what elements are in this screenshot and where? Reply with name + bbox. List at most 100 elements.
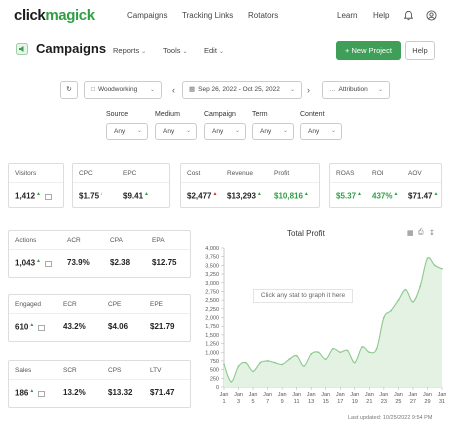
stat-label-cps: CPS <box>108 367 122 374</box>
profit-data-point <box>368 351 371 354</box>
details-icon[interactable] <box>38 390 46 397</box>
visitors-value-text: 1,412 <box>15 191 36 201</box>
nav-rotators[interactable]: Rotators <box>248 11 279 20</box>
profit-data-point <box>375 347 378 350</box>
profit-data-point <box>252 370 254 373</box>
profit-data-point <box>397 299 400 302</box>
stat-value-actions: 1,043▲ <box>15 258 52 268</box>
chevron-down-icon: ⌄ <box>234 128 240 134</box>
stat-card-sales[interactable]: Sales SCR CPS LTV 186▲ 13.2% $13.32 $71.… <box>8 360 191 408</box>
card-header <box>73 164 169 183</box>
chevron-down-icon: ⌄ <box>330 128 336 134</box>
stat-value-cpa: $2.38 <box>110 258 131 267</box>
y-tick-label: 1,500 <box>205 333 219 339</box>
x-tick-label-month: Jan <box>408 392 417 398</box>
chevron-down-icon: ⌄ <box>141 49 147 55</box>
total-profit-chart: 0 250 500 750 1,000 1,250 1,500 1,750 2,000 2,250… <box>205 246 446 405</box>
megaphone-icon <box>16 43 28 55</box>
refresh-button[interactable]: ↻ <box>60 81 78 99</box>
x-tick-label-month: Jan <box>394 392 403 398</box>
next-range-arrow[interactable]: › <box>307 85 310 95</box>
cpc-value-text: $1.75 <box>79 191 100 201</box>
sales-value-text: 186 <box>15 388 29 398</box>
bar-chart-icon: … <box>329 86 336 93</box>
help-button[interactable]: Help <box>405 41 435 60</box>
x-tick-label-day: 19 <box>352 399 358 405</box>
stat-value-cpe: $4.06 <box>108 322 129 331</box>
stat-card-cpc-epc[interactable]: CPC EPC $1.75↓ $9.41▲ <box>72 163 170 208</box>
attribution-value: Attribution <box>338 86 368 93</box>
filter-select-campaign[interactable]: Any ⌄ <box>204 123 246 140</box>
filter-select-term[interactable]: Any ⌄ <box>252 123 294 140</box>
clickmagick-logo[interactable]: clickmagick <box>14 7 95 24</box>
edit-menu-label: Edit <box>204 46 217 55</box>
stat-card-engaged[interactable]: Engaged ECR CPE EPE 610▲ 43.2% $4.06 $21… <box>8 294 191 342</box>
stat-card-actions[interactable]: Actions ACR CPA EPA 1,043▲ 73.9% $2.38 $… <box>8 230 191 278</box>
profit-data-point <box>288 358 291 361</box>
stat-value-cost: $2,477▲ <box>187 191 217 201</box>
edit-menu[interactable]: Edit ⌄ <box>204 46 224 55</box>
details-icon[interactable] <box>44 260 52 267</box>
chevron-down-icon: ⌄ <box>289 87 295 93</box>
nav-help[interactable]: Help <box>373 11 390 20</box>
table-view-icon[interactable]: ▦ <box>407 230 414 237</box>
epc-value-text: $9.41 <box>123 191 144 201</box>
y-tick-label: 3,250 <box>205 272 219 278</box>
y-tick-label: 1,250 <box>205 342 219 348</box>
stat-label-cost: Cost <box>187 170 201 177</box>
filter-label-term: Term <box>252 111 268 118</box>
filter-select-content[interactable]: Any ⌄ <box>300 123 342 140</box>
nav-learn[interactable]: Learn <box>337 11 358 20</box>
nav-tracking-links[interactable]: Tracking Links <box>182 11 234 20</box>
x-tick-label-month: Jan <box>438 392 446 398</box>
x-tick-label-month: Jan <box>423 392 432 398</box>
print-icon[interactable]: ⎙ <box>418 229 424 236</box>
filter-select-medium[interactable]: Any ⌄ <box>155 123 197 140</box>
filter-campaign-value: Any <box>212 128 224 135</box>
profit-data-point <box>259 361 262 364</box>
x-tick-label-month: Jan <box>292 392 301 398</box>
top-navigation: clickmagick Campaigns Tracking Links Rot… <box>0 0 451 32</box>
details-icon[interactable] <box>38 324 46 331</box>
profit-data-point <box>281 363 284 366</box>
new-project-button[interactable]: + New Project <box>336 41 401 60</box>
filter-label-content: Content <box>300 111 325 118</box>
profit-data-point <box>295 354 298 357</box>
stat-value-cps: $13.32 <box>108 388 133 397</box>
nav-campaigns[interactable]: Campaigns <box>127 11 168 20</box>
y-tick-label: 750 <box>210 359 219 365</box>
stat-card-visitors[interactable]: Visitors 1,412▲ <box>8 163 64 208</box>
profit-data-point <box>237 365 240 368</box>
attribution-select[interactable]: … Attribution ⌄ <box>322 81 390 99</box>
details-icon[interactable] <box>44 193 52 200</box>
page-header: Campaigns Reports ⌄ Tools ⌄ Edit ⌄ + New Pr… <box>0 36 451 66</box>
profit-data-point <box>332 347 334 350</box>
tools-menu[interactable]: Tools ⌄ <box>163 46 188 55</box>
x-tick-label-month: Jan <box>379 392 388 398</box>
download-icon[interactable]: ↧ <box>429 230 435 237</box>
chevron-down-icon: ⌄ <box>282 128 288 134</box>
stat-label-cpa: CPA <box>110 237 123 244</box>
bell-icon[interactable] <box>403 10 414 21</box>
trend-up-icon: ▲ <box>357 191 362 197</box>
chart-hint: Click any stat to graph it here <box>253 289 353 303</box>
group-select[interactable]: □ Woodworking ⌄ <box>84 81 162 99</box>
stat-label-epc: EPC <box>123 170 137 177</box>
profit-data-point <box>433 264 436 267</box>
logo-text-click: click <box>14 7 46 24</box>
previous-range-arrow[interactable]: ‹ <box>172 85 175 95</box>
profit-data-point <box>382 316 385 319</box>
y-tick-label: 0 <box>216 385 219 391</box>
x-tick-label-day: 13 <box>308 399 314 405</box>
date-range-picker[interactable]: ▦ Sep 26, 2022 - Oct 25, 2022 ⌄ <box>182 81 302 99</box>
trend-up-red-icon: ▲ <box>212 191 218 197</box>
stat-card-cost-revenue-profit[interactable]: Cost Revenue Profit $2,477▲ $13,293▲ $10… <box>180 163 320 208</box>
filter-label-source: Source <box>106 111 129 118</box>
stat-card-roas-roi-aov[interactable]: ROAS ROI AOV $5.37▲ 437%▲ $71.47▲ <box>329 163 442 208</box>
reports-menu[interactable]: Reports ⌄ <box>113 46 146 55</box>
x-tick-label-month: Jan <box>278 392 287 398</box>
trend-up-icon: ▲ <box>433 191 439 197</box>
filter-select-source[interactable]: Any ⌄ <box>106 123 148 140</box>
profit-data-point <box>419 285 422 288</box>
user-circle-icon[interactable] <box>426 10 437 21</box>
